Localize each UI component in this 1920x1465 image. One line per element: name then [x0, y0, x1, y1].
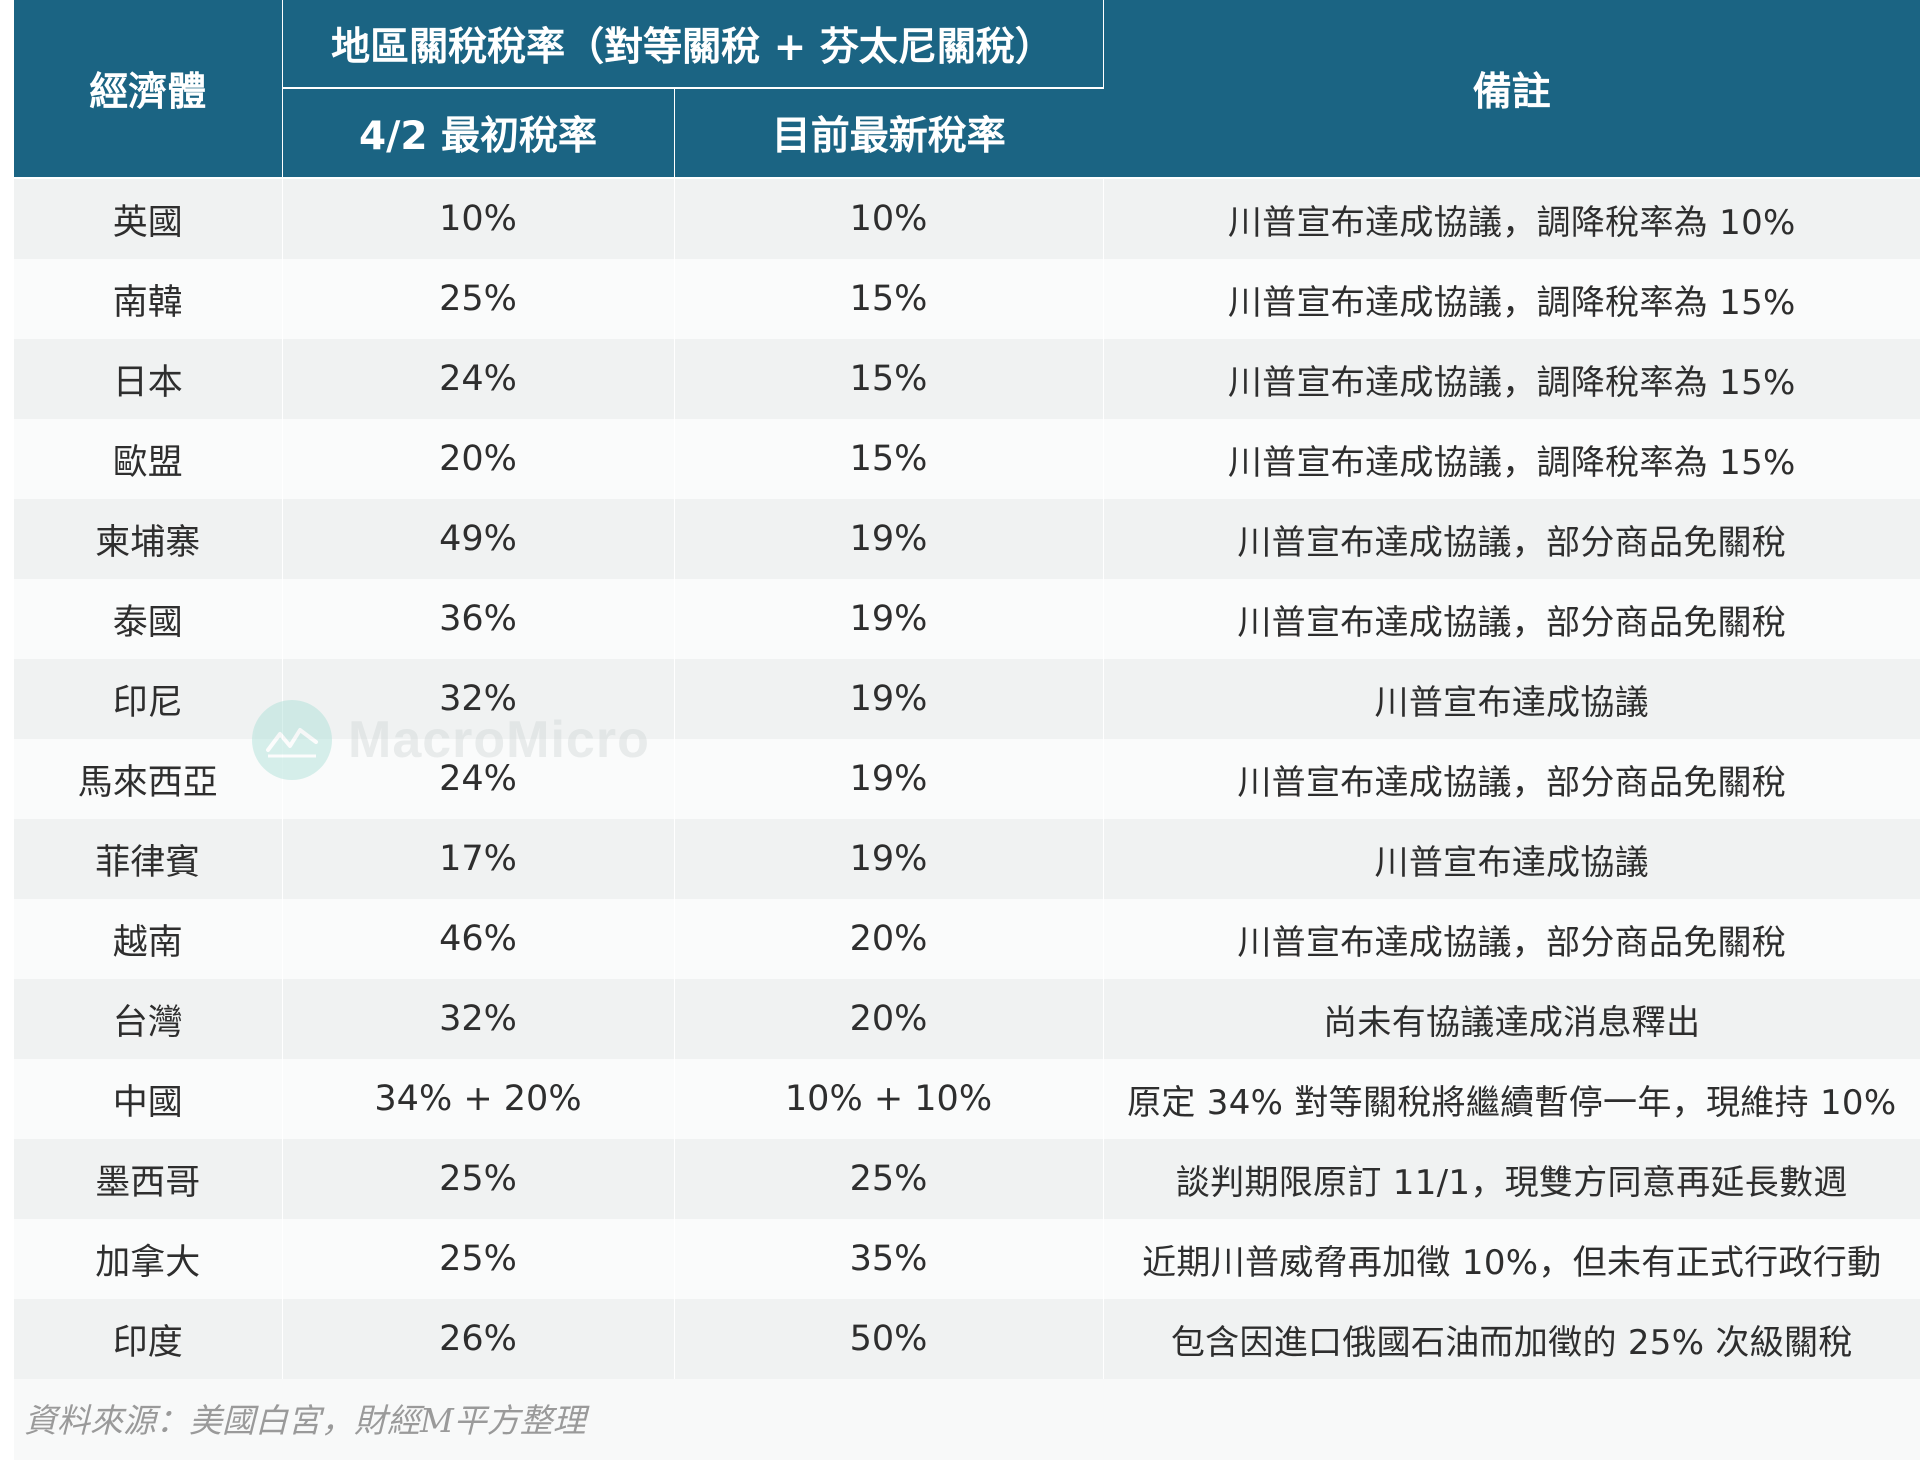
cell-economy: 菲律賓	[14, 819, 283, 899]
cell-note: 原定 34% 對等關稅將繼續暫停一年，現維持 10%	[1103, 1059, 1920, 1139]
cell-economy: 英國	[14, 178, 283, 259]
cell-note: 包含因進口俄國石油而加徵的 25% 次級關稅	[1103, 1299, 1920, 1379]
cell-economy: 柬埔寨	[14, 499, 283, 579]
cell-economy: 越南	[14, 899, 283, 979]
table-row: 加拿大 25% 35% 近期川普威脅再加徵 10%，但未有正式行政行動	[14, 1219, 1920, 1299]
cell-current-rate: 19%	[674, 819, 1104, 899]
table-row: 中國 34% + 20% 10% + 10% 原定 34% 對等關稅將繼續暫停一…	[14, 1059, 1920, 1139]
cell-economy: 泰國	[14, 579, 283, 659]
page-bottom-margin	[0, 1460, 1920, 1465]
cell-economy: 南韓	[14, 259, 283, 339]
cell-current-rate: 19%	[674, 659, 1104, 739]
cell-note: 川普宣布達成協議	[1103, 659, 1920, 739]
cell-note: 川普宣布達成協議，部分商品免關稅	[1103, 579, 1920, 659]
cell-note: 川普宣布達成協議，部分商品免關稅	[1103, 739, 1920, 819]
table-row: 日本 24% 15% 川普宣布達成協議，調降稅率為 15%	[14, 339, 1920, 419]
cell-initial-rate: 46%	[282, 899, 675, 979]
cell-note: 川普宣布達成協議	[1103, 819, 1920, 899]
cell-initial-rate: 24%	[282, 339, 675, 419]
cell-initial-rate: 25%	[282, 259, 675, 339]
cell-initial-rate: 32%	[282, 979, 675, 1059]
cell-note: 川普宣布達成協議，調降稅率為 15%	[1103, 419, 1920, 499]
cell-initial-rate: 26%	[282, 1299, 675, 1379]
cell-current-rate: 10%	[674, 178, 1104, 259]
cell-economy: 馬來西亞	[14, 739, 283, 819]
cell-current-rate: 15%	[674, 419, 1104, 499]
table-row: 南韓 25% 15% 川普宣布達成協議，調降稅率為 15%	[14, 259, 1920, 339]
cell-initial-rate: 17%	[282, 819, 675, 899]
cell-note: 尚未有協議達成消息釋出	[1103, 979, 1920, 1059]
cell-current-rate: 10% + 10%	[674, 1059, 1104, 1139]
cell-note: 川普宣布達成協議，調降稅率為 10%	[1103, 178, 1920, 259]
cell-initial-rate: 10%	[282, 178, 675, 259]
cell-note: 近期川普威脅再加徵 10%，但未有正式行政行動	[1103, 1219, 1920, 1299]
table-row: 菲律賓 17% 19% 川普宣布達成協議	[14, 819, 1920, 899]
cell-economy: 加拿大	[14, 1219, 283, 1299]
table-row: 英國 10% 10% 川普宣布達成協議，調降稅率為 10%	[14, 178, 1920, 259]
cell-current-rate: 50%	[674, 1299, 1104, 1379]
tariff-table-container: 經濟體 地區關稅稅率（對等關稅 + 芬太尼關稅） 備註 4/2 最初稅率 目前最…	[14, 0, 1920, 1462]
source-footnote: 資料來源：美國白宮，財經M平方整理	[14, 1379, 1920, 1462]
tariff-table: 經濟體 地區關稅稅率（對等關稅 + 芬太尼關稅） 備註 4/2 最初稅率 目前最…	[14, 0, 1920, 1379]
cell-economy: 歐盟	[14, 419, 283, 499]
cell-note: 川普宣布達成協議，部分商品免關稅	[1103, 499, 1920, 579]
cell-economy: 印尼	[14, 659, 283, 739]
table-row: 馬來西亞 24% 19% 川普宣布達成協議，部分商品免關稅	[14, 739, 1920, 819]
table-row: 台灣 32% 20% 尚未有協議達成消息釋出	[14, 979, 1920, 1059]
table-row: 柬埔寨 49% 19% 川普宣布達成協議，部分商品免關稅	[14, 499, 1920, 579]
cell-initial-rate: 24%	[282, 739, 675, 819]
cell-current-rate: 15%	[674, 259, 1104, 339]
table-row: 歐盟 20% 15% 川普宣布達成協議，調降稅率為 15%	[14, 419, 1920, 499]
cell-initial-rate: 25%	[282, 1219, 675, 1299]
table-row: 印度 26% 50% 包含因進口俄國石油而加徵的 25% 次級關稅	[14, 1299, 1920, 1379]
cell-initial-rate: 36%	[282, 579, 675, 659]
header-economy: 經濟體	[14, 0, 283, 179]
cell-current-rate: 35%	[674, 1219, 1104, 1299]
cell-economy: 台灣	[14, 979, 283, 1059]
cell-initial-rate: 34% + 20%	[282, 1059, 675, 1139]
cell-initial-rate: 20%	[282, 419, 675, 499]
cell-current-rate: 19%	[674, 499, 1104, 579]
cell-current-rate: 15%	[674, 339, 1104, 419]
table-row: 越南 46% 20% 川普宣布達成協議，部分商品免關稅	[14, 899, 1920, 979]
cell-current-rate: 19%	[674, 579, 1104, 659]
cell-initial-rate: 49%	[282, 499, 675, 579]
table-row: 泰國 36% 19% 川普宣布達成協議，部分商品免關稅	[14, 579, 1920, 659]
cell-current-rate: 25%	[674, 1139, 1104, 1219]
cell-current-rate: 19%	[674, 739, 1104, 819]
cell-economy: 印度	[14, 1299, 283, 1379]
cell-economy: 中國	[14, 1059, 283, 1139]
cell-note: 談判期限原訂 11/1，現雙方同意再延長數週	[1103, 1139, 1920, 1219]
cell-current-rate: 20%	[674, 899, 1104, 979]
cell-note: 川普宣布達成協議，調降稅率為 15%	[1103, 259, 1920, 339]
cell-current-rate: 20%	[674, 979, 1104, 1059]
table-row: 墨西哥 25% 25% 談判期限原訂 11/1，現雙方同意再延長數週	[14, 1139, 1920, 1219]
header-current-rate: 目前最新稅率	[674, 88, 1103, 179]
table-row: 印尼 32% 19% 川普宣布達成協議	[14, 659, 1920, 739]
header-notes: 備註	[1103, 0, 1920, 179]
cell-note: 川普宣布達成協議，調降稅率為 15%	[1103, 339, 1920, 419]
header-regional-tariff: 地區關稅稅率（對等關稅 + 芬太尼關稅）	[282, 0, 1104, 89]
cell-initial-rate: 25%	[282, 1139, 675, 1219]
cell-initial-rate: 32%	[282, 659, 675, 739]
cell-economy: 日本	[14, 339, 283, 419]
cell-economy: 墨西哥	[14, 1139, 283, 1219]
cell-note: 川普宣布達成協議，部分商品免關稅	[1103, 899, 1920, 979]
header-initial-rate: 4/2 最初稅率	[282, 88, 675, 179]
